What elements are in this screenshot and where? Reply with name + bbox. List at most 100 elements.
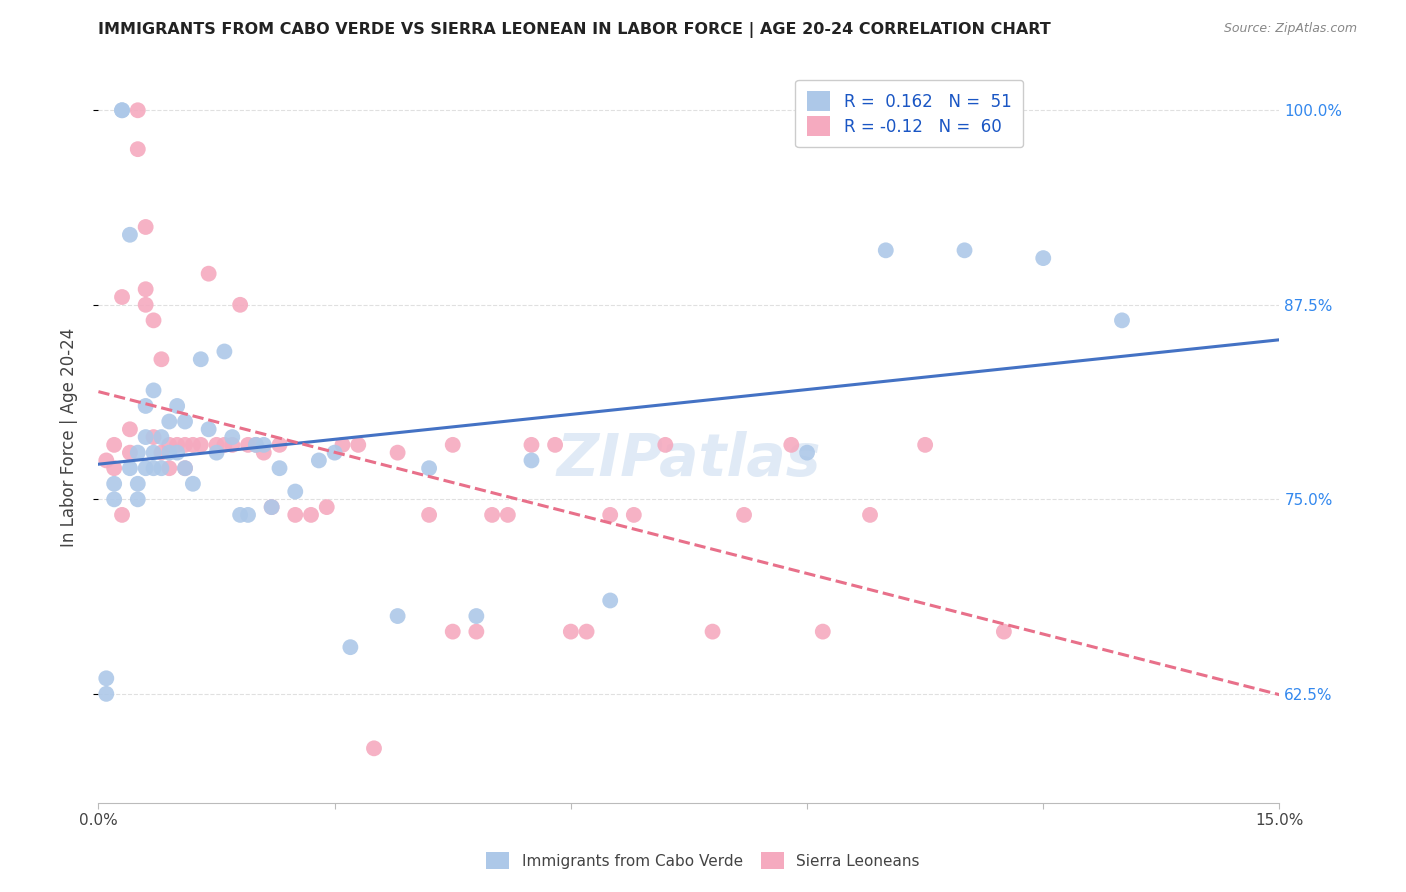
Point <box>174 438 197 452</box>
Point <box>135 298 157 312</box>
Point <box>560 624 582 639</box>
Point <box>575 624 598 639</box>
Point <box>284 508 307 522</box>
Point <box>190 352 212 367</box>
Point <box>465 624 488 639</box>
Point <box>953 244 976 258</box>
Point <box>1111 313 1133 327</box>
Text: IMMIGRANTS FROM CABO VERDE VS SIERRA LEONEAN IN LABOR FORCE | AGE 20-24 CORRELAT: IMMIGRANTS FROM CABO VERDE VS SIERRA LEO… <box>98 22 1052 38</box>
Point <box>229 508 252 522</box>
Point <box>142 445 165 459</box>
Point <box>135 219 157 234</box>
Point <box>118 227 141 242</box>
Point <box>496 508 519 522</box>
Point <box>387 445 409 459</box>
Point <box>118 422 141 436</box>
Point <box>174 415 197 429</box>
Point <box>260 500 283 515</box>
Point <box>174 461 197 475</box>
Point <box>623 508 645 522</box>
Point <box>308 453 330 467</box>
Point <box>205 445 228 459</box>
Point <box>214 344 236 359</box>
Legend: R =  0.162   N =  51, R = -0.12   N =  60: R = 0.162 N = 51, R = -0.12 N = 60 <box>796 79 1024 147</box>
Point <box>253 445 276 459</box>
Point <box>245 438 267 452</box>
Point <box>236 438 259 452</box>
Point <box>363 741 385 756</box>
Point <box>135 282 157 296</box>
Point <box>221 430 243 444</box>
Point <box>157 438 180 452</box>
Point <box>811 624 834 639</box>
Point <box>166 399 188 413</box>
Text: Source: ZipAtlas.com: Source: ZipAtlas.com <box>1223 22 1357 36</box>
Point <box>181 438 204 452</box>
Point <box>269 438 291 452</box>
Y-axis label: In Labor Force | Age 20-24: In Labor Force | Age 20-24 <box>59 327 77 547</box>
Point <box>96 687 118 701</box>
Point <box>284 484 307 499</box>
Point <box>599 593 621 607</box>
Point <box>142 430 165 444</box>
Point <box>166 438 188 452</box>
Point <box>142 313 165 327</box>
Point <box>229 298 252 312</box>
Point <box>599 508 621 522</box>
Point <box>654 438 676 452</box>
Point <box>150 445 173 459</box>
Point <box>441 438 464 452</box>
Point <box>103 438 125 452</box>
Point <box>118 461 141 475</box>
Point <box>332 438 354 452</box>
Point <box>118 445 141 459</box>
Point <box>142 384 165 398</box>
Point <box>323 445 346 459</box>
Point <box>190 438 212 452</box>
Point <box>96 671 118 685</box>
Point <box>103 461 125 475</box>
Point <box>197 422 219 436</box>
Point <box>1032 251 1054 265</box>
Point <box>245 438 267 452</box>
Point <box>544 438 567 452</box>
Point <box>465 609 488 624</box>
Point <box>418 461 440 475</box>
Point <box>135 399 157 413</box>
Point <box>214 438 236 452</box>
Point <box>127 476 149 491</box>
Point <box>111 290 134 304</box>
Point <box>127 142 149 156</box>
Point <box>181 476 204 491</box>
Point <box>150 430 173 444</box>
Point <box>135 430 157 444</box>
Point <box>347 438 370 452</box>
Point <box>993 624 1015 639</box>
Point <box>299 508 322 522</box>
Point <box>197 267 219 281</box>
Point <box>221 438 243 452</box>
Point <box>481 508 503 522</box>
Point <box>150 461 173 475</box>
Point <box>387 609 409 624</box>
Point <box>260 500 283 515</box>
Point <box>157 445 180 459</box>
Point <box>441 624 464 639</box>
Point <box>111 103 134 118</box>
Point <box>875 244 897 258</box>
Point <box>859 508 882 522</box>
Point <box>150 352 173 367</box>
Point <box>166 445 188 459</box>
Point <box>702 624 724 639</box>
Point <box>127 103 149 118</box>
Point <box>157 461 180 475</box>
Point <box>157 415 180 429</box>
Point <box>103 492 125 507</box>
Text: ZIPatlas: ZIPatlas <box>557 431 821 488</box>
Point <box>796 445 818 459</box>
Point <box>205 438 228 452</box>
Point <box>127 492 149 507</box>
Point <box>103 476 125 491</box>
Point <box>733 508 755 522</box>
Point <box>135 461 157 475</box>
